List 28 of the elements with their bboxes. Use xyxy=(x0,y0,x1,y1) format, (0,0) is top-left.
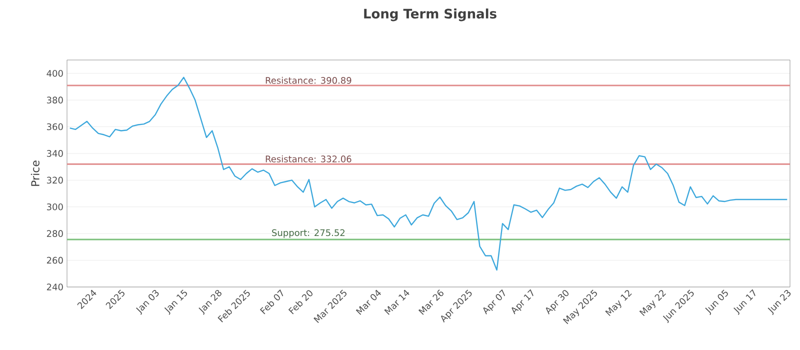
ref-line-label: Resistance: 390.89 xyxy=(266,76,352,84)
x-tick-label: Apr 07 xyxy=(483,289,505,314)
y-tick-label: 240 xyxy=(46,284,63,290)
y-tick-label: 360 xyxy=(46,123,63,130)
x-tick-label: Jan 28 xyxy=(198,290,222,315)
x-tick-label: Feb 20 xyxy=(288,290,312,314)
x-tick-label: Apr 17 xyxy=(512,289,534,314)
x-tick-label: Jan 15 xyxy=(164,290,188,315)
ref-line-label: Support: 275.52 xyxy=(272,229,344,238)
x-tick-label: Mar 14 xyxy=(384,290,410,315)
ref-line-label: Resistance: 332.06 xyxy=(266,155,352,162)
y-tick-label: 380 xyxy=(46,96,63,104)
x-tick-label: Apr 30 xyxy=(546,290,569,314)
y-tick-label: 280 xyxy=(46,230,63,237)
x-tick-label: Jan 03 xyxy=(136,290,159,315)
x-tick-label: Feb 07 xyxy=(260,289,284,314)
x-tick-label: Mar 26 xyxy=(418,290,444,315)
y-tick-label: 320 xyxy=(46,176,63,184)
y-tick-label: 340 xyxy=(46,150,63,157)
y-axis-title: Price xyxy=(30,160,40,186)
y-tick-label: 260 xyxy=(46,256,63,264)
y-tick-label: 400 xyxy=(46,70,63,77)
x-tick-label: Mar 04 xyxy=(356,290,381,315)
x-tick-label: Jun 17 xyxy=(734,289,756,315)
x-tick-label: Jun 05 xyxy=(705,290,728,316)
y-tick-label: 300 xyxy=(46,203,63,210)
chart-title: Long Term Signals xyxy=(364,8,496,22)
x-tick-label: Jun 23 xyxy=(768,290,791,316)
